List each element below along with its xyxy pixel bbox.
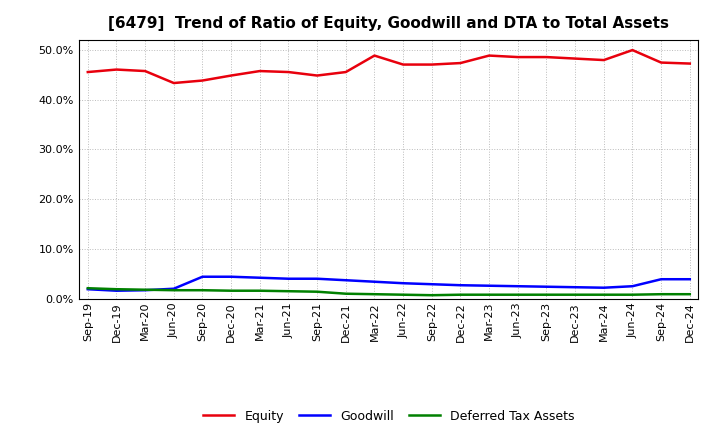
Goodwill — [227, 274, 235, 279]
Equity — [141, 68, 150, 73]
Equity — [628, 48, 636, 53]
Goodwill — [256, 275, 264, 280]
Deferred Tax Assets — [628, 292, 636, 297]
Goodwill — [84, 286, 92, 292]
Goodwill — [312, 276, 321, 281]
Equity — [513, 55, 522, 60]
Deferred Tax Assets — [370, 292, 379, 297]
Line: Equity: Equity — [88, 50, 690, 83]
Deferred Tax Assets — [112, 286, 121, 292]
Goodwill — [685, 277, 694, 282]
Equity — [542, 55, 551, 60]
Equity — [399, 62, 408, 67]
Goodwill — [513, 284, 522, 289]
Goodwill — [456, 282, 465, 288]
Deferred Tax Assets — [513, 292, 522, 297]
Deferred Tax Assets — [141, 287, 150, 292]
Goodwill — [657, 277, 665, 282]
Deferred Tax Assets — [685, 292, 694, 297]
Equity — [571, 56, 580, 61]
Equity — [685, 61, 694, 66]
Equity — [428, 62, 436, 67]
Goodwill — [198, 274, 207, 279]
Deferred Tax Assets — [428, 293, 436, 298]
Goodwill — [112, 288, 121, 293]
Equity — [456, 60, 465, 66]
Deferred Tax Assets — [456, 292, 465, 297]
Goodwill — [169, 286, 178, 291]
Deferred Tax Assets — [542, 292, 551, 297]
Goodwill — [284, 276, 293, 281]
Goodwill — [370, 279, 379, 284]
Title: [6479]  Trend of Ratio of Equity, Goodwill and DTA to Total Assets: [6479] Trend of Ratio of Equity, Goodwil… — [108, 16, 670, 32]
Deferred Tax Assets — [84, 286, 92, 291]
Line: Goodwill: Goodwill — [88, 277, 690, 291]
Deferred Tax Assets — [657, 292, 665, 297]
Line: Deferred Tax Assets: Deferred Tax Assets — [88, 288, 690, 295]
Equity — [198, 78, 207, 83]
Goodwill — [399, 281, 408, 286]
Goodwill — [485, 283, 493, 288]
Equity — [227, 73, 235, 78]
Goodwill — [341, 278, 350, 283]
Deferred Tax Assets — [169, 288, 178, 293]
Equity — [341, 70, 350, 75]
Goodwill — [542, 284, 551, 290]
Goodwill — [628, 284, 636, 289]
Equity — [600, 58, 608, 63]
Deferred Tax Assets — [256, 288, 264, 293]
Deferred Tax Assets — [600, 292, 608, 297]
Equity — [169, 81, 178, 86]
Equity — [84, 70, 92, 75]
Goodwill — [600, 285, 608, 290]
Deferred Tax Assets — [341, 291, 350, 297]
Equity — [112, 67, 121, 72]
Deferred Tax Assets — [312, 289, 321, 294]
Deferred Tax Assets — [284, 289, 293, 294]
Equity — [485, 53, 493, 58]
Equity — [312, 73, 321, 78]
Deferred Tax Assets — [485, 292, 493, 297]
Deferred Tax Assets — [571, 292, 580, 297]
Equity — [284, 70, 293, 75]
Deferred Tax Assets — [399, 292, 408, 297]
Goodwill — [428, 282, 436, 287]
Equity — [256, 68, 264, 73]
Deferred Tax Assets — [198, 288, 207, 293]
Goodwill — [141, 288, 150, 293]
Deferred Tax Assets — [227, 288, 235, 293]
Equity — [370, 53, 379, 58]
Legend: Equity, Goodwill, Deferred Tax Assets: Equity, Goodwill, Deferred Tax Assets — [198, 405, 580, 428]
Equity — [657, 60, 665, 65]
Goodwill — [571, 285, 580, 290]
